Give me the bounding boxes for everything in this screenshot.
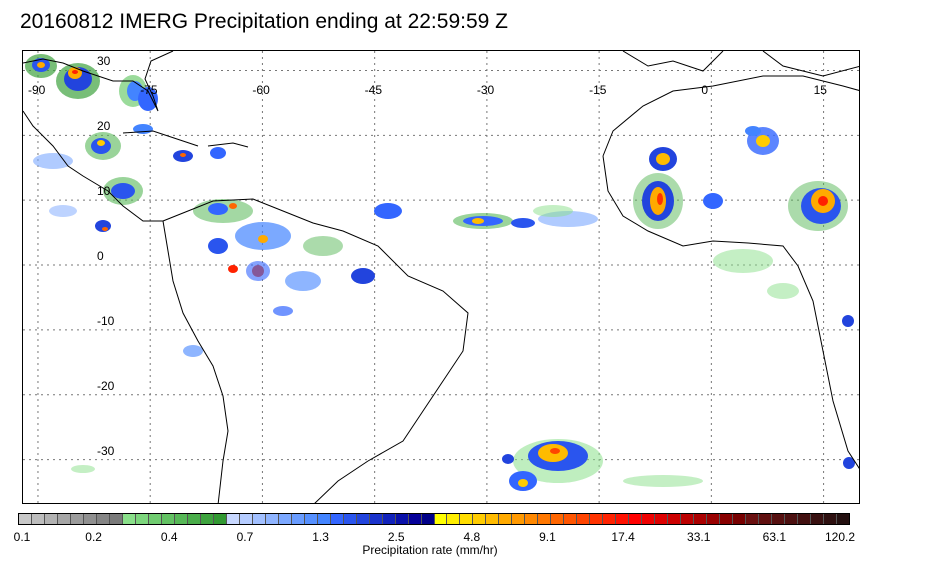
coastlines <box>23 51 859 503</box>
colorbar-cell <box>603 514 617 524</box>
colorbar-cell <box>499 514 513 524</box>
colorbar-cell <box>317 514 331 524</box>
colorbar-cell <box>837 514 849 524</box>
colorbar-cell <box>460 514 474 524</box>
colorbar-cell <box>798 514 812 524</box>
colorbar-cell <box>473 514 487 524</box>
colorbar-cell <box>538 514 552 524</box>
colorbar-cell <box>330 514 344 524</box>
colorbar-cell <box>642 514 656 524</box>
colorbar-cell <box>122 514 136 524</box>
colorbar-cell <box>707 514 721 524</box>
colorbar-cell <box>655 514 669 524</box>
latitude-label: -20 <box>97 378 115 393</box>
colorbar-tick-label: 0.1 <box>13 530 31 544</box>
colorbar-cell <box>83 514 97 524</box>
latitude-label: -30 <box>97 443 115 458</box>
colorbar-cell <box>759 514 773 524</box>
colorbar-cell <box>187 514 201 524</box>
colorbar-cell <box>252 514 266 524</box>
colorbar-cell <box>772 514 786 524</box>
colorbar-cell <box>434 514 448 524</box>
colorbar-cell <box>278 514 292 524</box>
colorbar-label: Precipitation rate (mm/hr) <box>362 543 498 557</box>
colorbar-cell <box>824 514 838 524</box>
colorbar-tick-label: 2.5 <box>387 530 405 544</box>
colorbar-cell <box>629 514 643 524</box>
colorbar-tick-label: 17.4 <box>611 530 635 544</box>
colorbar-cell <box>447 514 461 524</box>
colorbar-cell <box>395 514 409 524</box>
colorbar-cell <box>486 514 500 524</box>
colorbar-cell <box>785 514 799 524</box>
colorbar-cell <box>135 514 149 524</box>
colorbar-cell <box>577 514 591 524</box>
longitude-label: 0 <box>701 83 709 97</box>
colorbar-cell <box>70 514 84 524</box>
colorbar-tick-label: 0.4 <box>160 530 178 544</box>
colorbar-cell <box>733 514 747 524</box>
longitude-label: 15 <box>813 83 827 97</box>
colorbar-cell <box>694 514 708 524</box>
colorbar-cell <box>174 514 188 524</box>
colorbar-cell <box>213 514 227 524</box>
colorbar <box>18 513 850 525</box>
colorbar-cell <box>369 514 383 524</box>
map-canvas <box>23 51 859 503</box>
colorbar-tick-label: 63.1 <box>762 530 787 544</box>
colorbar-cell <box>811 514 825 524</box>
colorbar-cell <box>57 514 71 524</box>
longitude-label: -45 <box>364 83 382 97</box>
colorbar-cell <box>265 514 279 524</box>
longitude-label: -60 <box>252 83 270 97</box>
colorbar-cell <box>226 514 240 524</box>
colorbar-cell <box>421 514 435 524</box>
colorbar-tick-label: 120.2 <box>824 530 856 544</box>
gridlines <box>23 51 859 503</box>
colorbar-cell <box>109 514 123 524</box>
colorbar-cell <box>382 514 396 524</box>
colorbar-cell <box>239 514 253 524</box>
longitude-label: -90 <box>27 83 46 97</box>
longitude-label: -30 <box>476 83 495 97</box>
colorbar-cell <box>343 514 357 524</box>
colorbar-cell <box>590 514 604 524</box>
colorbar-cell <box>408 514 422 524</box>
colorbar-cell <box>44 514 58 524</box>
latitude-label: 20 <box>97 119 111 134</box>
latitude-label: 10 <box>97 184 111 199</box>
precipitation-layer <box>25 54 855 491</box>
precipitation-map: -90 -75 -60 -45 -30 -15 0 15 30 20 10 0 -10 -20 -30 <box>22 50 860 504</box>
longitude-label: -15 <box>589 83 607 97</box>
colorbar-cell <box>161 514 175 524</box>
colorbar-cell <box>19 514 32 524</box>
map-title: 20160812 IMERG Precipitation ending at 2… <box>20 10 508 33</box>
colorbar-cell <box>304 514 318 524</box>
latitude-label: -10 <box>97 313 115 328</box>
latitude-label: 30 <box>97 54 111 69</box>
colorbar-cell <box>356 514 370 524</box>
colorbar-cell <box>148 514 162 524</box>
latitude-label: 0 <box>97 249 104 264</box>
colorbar-tick-label: 0.7 <box>236 530 254 544</box>
colorbar-cell <box>551 514 565 524</box>
colorbar-cell <box>512 514 526 524</box>
colorbar-cell <box>668 514 682 524</box>
colorbar-cell <box>200 514 214 524</box>
colorbar-cell <box>564 514 578 524</box>
colorbar-tick-label: 4.8 <box>463 530 481 544</box>
colorbar-cell <box>96 514 110 524</box>
colorbar-cell <box>681 514 695 524</box>
colorbar-cell <box>31 514 45 524</box>
colorbar-cell <box>746 514 760 524</box>
colorbar-cell <box>616 514 630 524</box>
longitude-label: -75 <box>140 83 158 97</box>
colorbar-cell <box>291 514 305 524</box>
colorbar-cell <box>525 514 539 524</box>
colorbar-tick-label: 1.3 <box>312 530 329 544</box>
colorbar-tick-label: 9.1 <box>539 530 556 544</box>
colorbar-tick-label: 33.1 <box>687 530 711 544</box>
colorbar-tick-label: 0.2 <box>85 530 102 544</box>
colorbar-cell <box>720 514 734 524</box>
